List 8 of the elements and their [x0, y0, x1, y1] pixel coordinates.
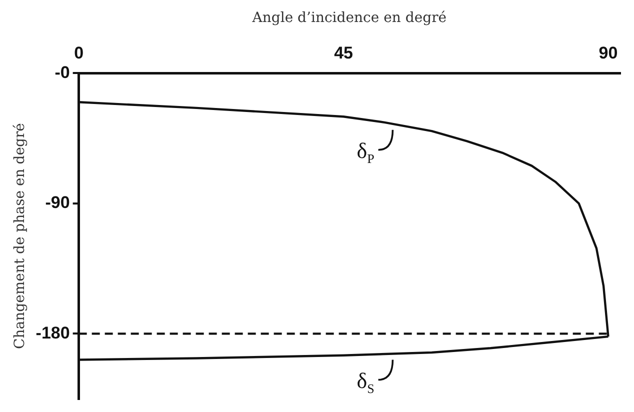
y-tick-label: -90	[45, 193, 70, 212]
y-tick-label: -180	[36, 323, 70, 342]
y-tick-label: -0	[54, 62, 70, 82]
y-axis-title: Changement de phase en degré	[12, 123, 28, 349]
x-axis-title: Angle d’incidence en degré	[251, 10, 447, 26]
x-tick-label: 90	[598, 44, 618, 63]
x-tick-label: 0	[74, 44, 84, 63]
x-tick-label: 45	[334, 44, 353, 63]
